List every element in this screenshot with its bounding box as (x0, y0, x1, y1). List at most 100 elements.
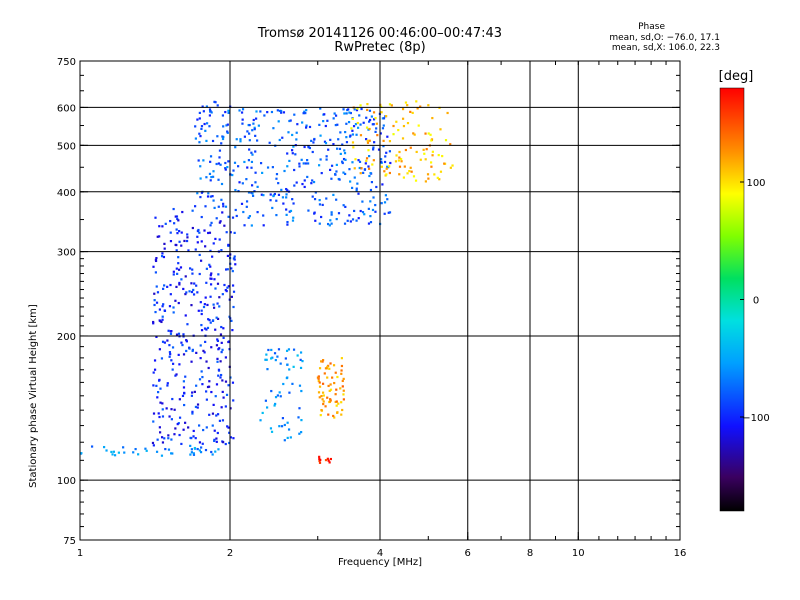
data-point (194, 405, 198, 409)
data-point (218, 221, 221, 224)
data-point (221, 390, 224, 394)
data-point (221, 114, 225, 117)
data-point (157, 412, 160, 415)
data-point (286, 376, 289, 379)
data-point (321, 382, 325, 385)
data-point (383, 212, 386, 215)
data-point (190, 394, 194, 397)
data-point (274, 402, 277, 406)
data-point (353, 108, 356, 111)
data-point (317, 377, 320, 380)
data-point (383, 201, 387, 204)
data-point (218, 238, 221, 241)
chart-subtitle: RwPretec (8p) (334, 40, 426, 55)
data-point (237, 165, 240, 168)
data-point (278, 109, 282, 113)
data-point (198, 378, 202, 381)
data-point (206, 385, 210, 389)
data-point (351, 129, 354, 132)
data-point (200, 309, 203, 312)
data-point (226, 425, 229, 428)
data-point (256, 139, 259, 142)
data-point (395, 154, 398, 157)
data-point (365, 126, 369, 129)
data-point (322, 120, 325, 123)
data-point (233, 161, 237, 164)
data-point (217, 348, 220, 351)
data-point (278, 138, 281, 142)
data-point (279, 395, 282, 398)
data-point (211, 424, 214, 427)
data-point (213, 429, 216, 432)
data-point (342, 204, 345, 207)
data-point (333, 381, 336, 385)
data-point (229, 407, 232, 410)
data-point (301, 360, 304, 363)
data-point (191, 226, 194, 230)
data-point (191, 349, 194, 353)
data-point (230, 295, 233, 298)
data-point (170, 452, 173, 455)
data-point (209, 274, 212, 277)
data-point (190, 448, 193, 451)
data-point (270, 430, 274, 433)
data-point (382, 139, 385, 142)
data-point (186, 236, 189, 239)
data-point (225, 231, 228, 234)
x-tick-label: 2 (227, 548, 233, 559)
data-point (313, 211, 316, 214)
data-point (285, 213, 288, 216)
data-point (328, 367, 331, 370)
data-point (317, 375, 320, 378)
data-point (216, 282, 220, 285)
data-point (176, 423, 179, 426)
data-point (155, 256, 158, 260)
data-point (224, 168, 227, 171)
data-point (326, 222, 330, 226)
data-point (427, 132, 430, 135)
data-point (213, 278, 216, 281)
data-point (390, 104, 393, 107)
data-point (369, 188, 373, 192)
data-point (329, 399, 332, 402)
data-point (177, 301, 180, 305)
data-point (196, 447, 199, 451)
data-point (184, 375, 187, 378)
data-point (177, 353, 180, 356)
data-point (194, 248, 197, 251)
data-point (355, 109, 359, 112)
data-point (367, 165, 370, 168)
data-point (367, 222, 371, 225)
data-point (288, 391, 291, 394)
data-point (272, 127, 275, 130)
data-point (324, 124, 327, 128)
data-point (202, 305, 206, 309)
data-point (191, 209, 194, 212)
data-point (195, 284, 198, 287)
data-point (358, 114, 361, 117)
data-point (158, 379, 161, 382)
data-point (311, 179, 314, 182)
data-point (386, 165, 389, 168)
data-point (219, 360, 222, 363)
data-point (216, 339, 220, 343)
data-point (321, 391, 325, 394)
data-point (278, 425, 281, 428)
data-point (385, 115, 388, 118)
data-point (222, 125, 225, 128)
data-point (163, 341, 166, 344)
data-point (250, 151, 253, 154)
data-point (214, 328, 217, 331)
data-point (205, 267, 208, 270)
data-point (161, 408, 164, 411)
data-point (302, 162, 305, 165)
data-point (318, 461, 322, 464)
data-point (215, 437, 218, 440)
y-tick-label: 75 (63, 536, 76, 547)
data-point (419, 105, 422, 108)
data-point (219, 333, 223, 336)
data-point (285, 208, 288, 211)
data-point (218, 156, 221, 159)
data-point (203, 327, 207, 330)
data-point (299, 366, 303, 370)
